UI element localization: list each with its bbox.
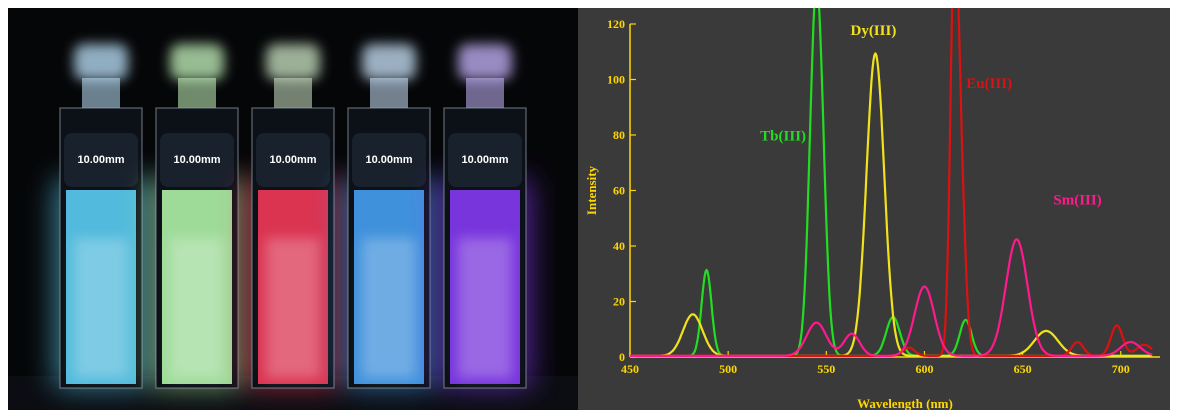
series-label: Tb(III) (760, 129, 806, 145)
y-tick-label: 40 (613, 239, 625, 253)
cuvette-cap (74, 44, 128, 80)
cuvette-cap (170, 44, 224, 80)
cuvette-path-length-label: 10.00mm (269, 154, 316, 166)
y-tick-label: 0 (619, 350, 625, 364)
series-label: Sm(III) (1053, 192, 1101, 208)
y-tick-label: 20 (613, 295, 625, 309)
cuvette-cap (458, 44, 512, 80)
series-label: Eu(III) (966, 76, 1012, 92)
x-axis-label: Wavelength (nm) (857, 396, 953, 410)
x-tick-label: 450 (621, 362, 639, 376)
x-tick-label: 700 (1112, 362, 1130, 376)
y-tick-label: 100 (607, 73, 625, 87)
cuvette-4: 10.00mm (342, 44, 436, 389)
cuvette-label-band (64, 133, 138, 187)
y-tick-label: 60 (613, 184, 625, 198)
cuvette-cap (362, 44, 416, 80)
cuvette-path-length-label: 10.00mm (173, 154, 220, 166)
cuvette-2: 10.00mm (150, 44, 244, 389)
cuvette-cap (266, 44, 320, 80)
cuvette-3: 10.00mm (246, 44, 340, 389)
x-tick-label: 500 (719, 362, 737, 376)
series-line-1 (629, 52, 1153, 357)
series-label: Dy(III) (850, 23, 896, 39)
cuvette-label-band (256, 133, 330, 187)
cuvette-label-band (352, 133, 426, 187)
x-tick-label: 550 (817, 362, 835, 376)
cuvette-label-band (160, 133, 234, 187)
series-line-3 (629, 238, 1153, 357)
x-tick-label: 650 (1014, 362, 1032, 376)
x-tick-label: 600 (915, 362, 933, 376)
cuvette-1: 10.00mm (54, 44, 148, 389)
chart-background (578, 8, 1170, 410)
cuvette-path-length-label: 10.00mm (365, 154, 412, 166)
y-axis-label: Intensity (584, 165, 599, 215)
cuvette-photo: 10.00mm 10.00mm 10.00mm 10.00mm 10.00mm (8, 8, 578, 410)
cuvette-path-length-label: 10.00mm (461, 154, 508, 166)
cuvette-path-length-label: 10.00mm (77, 154, 124, 166)
cuvette-label-band (448, 133, 522, 187)
y-tick-label: 80 (613, 128, 625, 142)
emission-spectrum-chart: 0 20 40 60 80 100 120 450 500 550 600 650 700 Dy(III… (578, 8, 1170, 410)
cuvette-5: 10.00mm (438, 44, 532, 389)
y-tick-label: 120 (607, 17, 625, 31)
